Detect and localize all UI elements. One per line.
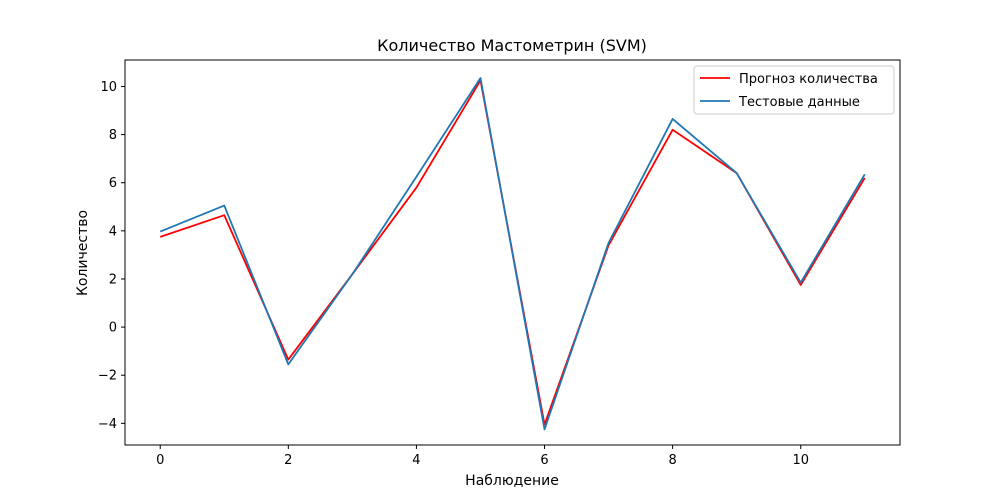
x-tick-label: 2 <box>284 453 292 468</box>
legend-label-1: Тестовые данные <box>738 95 860 110</box>
legend: Прогноз количества Тестовые данные <box>693 65 895 115</box>
x-tick-label: 10 <box>792 453 809 468</box>
y-tick-label: 8 <box>109 128 117 143</box>
y-tick-label: 0 <box>109 321 117 336</box>
series-line-1 <box>159 77 866 431</box>
y-axis: −4 −2 0 2 4 6 8 10 <box>98 80 125 432</box>
y-tick-label: 6 <box>109 176 117 191</box>
y-tick-label: 10 <box>100 80 117 95</box>
x-tick-label: 8 <box>668 453 676 468</box>
series-layer <box>159 77 866 431</box>
chart-title: Количество Мастометрин (SVM) <box>377 36 647 55</box>
y-axis-label: Количество <box>75 210 91 296</box>
plot-area <box>124 59 901 446</box>
x-axis-label: Наблюдение <box>465 473 559 489</box>
x-tick-label: 0 <box>156 453 164 468</box>
legend-box <box>693 65 895 115</box>
x-tick-label: 4 <box>412 453 420 468</box>
x-tick-label: 6 <box>540 453 548 468</box>
y-tick-label: 2 <box>109 272 117 287</box>
x-axis: 0 2 4 6 8 10 <box>156 445 809 468</box>
plot-frame <box>124 59 901 446</box>
legend-label-0: Прогноз количества <box>739 72 878 87</box>
y-tick-label: −4 <box>98 417 117 432</box>
y-tick-label: 4 <box>109 224 117 239</box>
y-tick-label: −2 <box>98 369 117 384</box>
